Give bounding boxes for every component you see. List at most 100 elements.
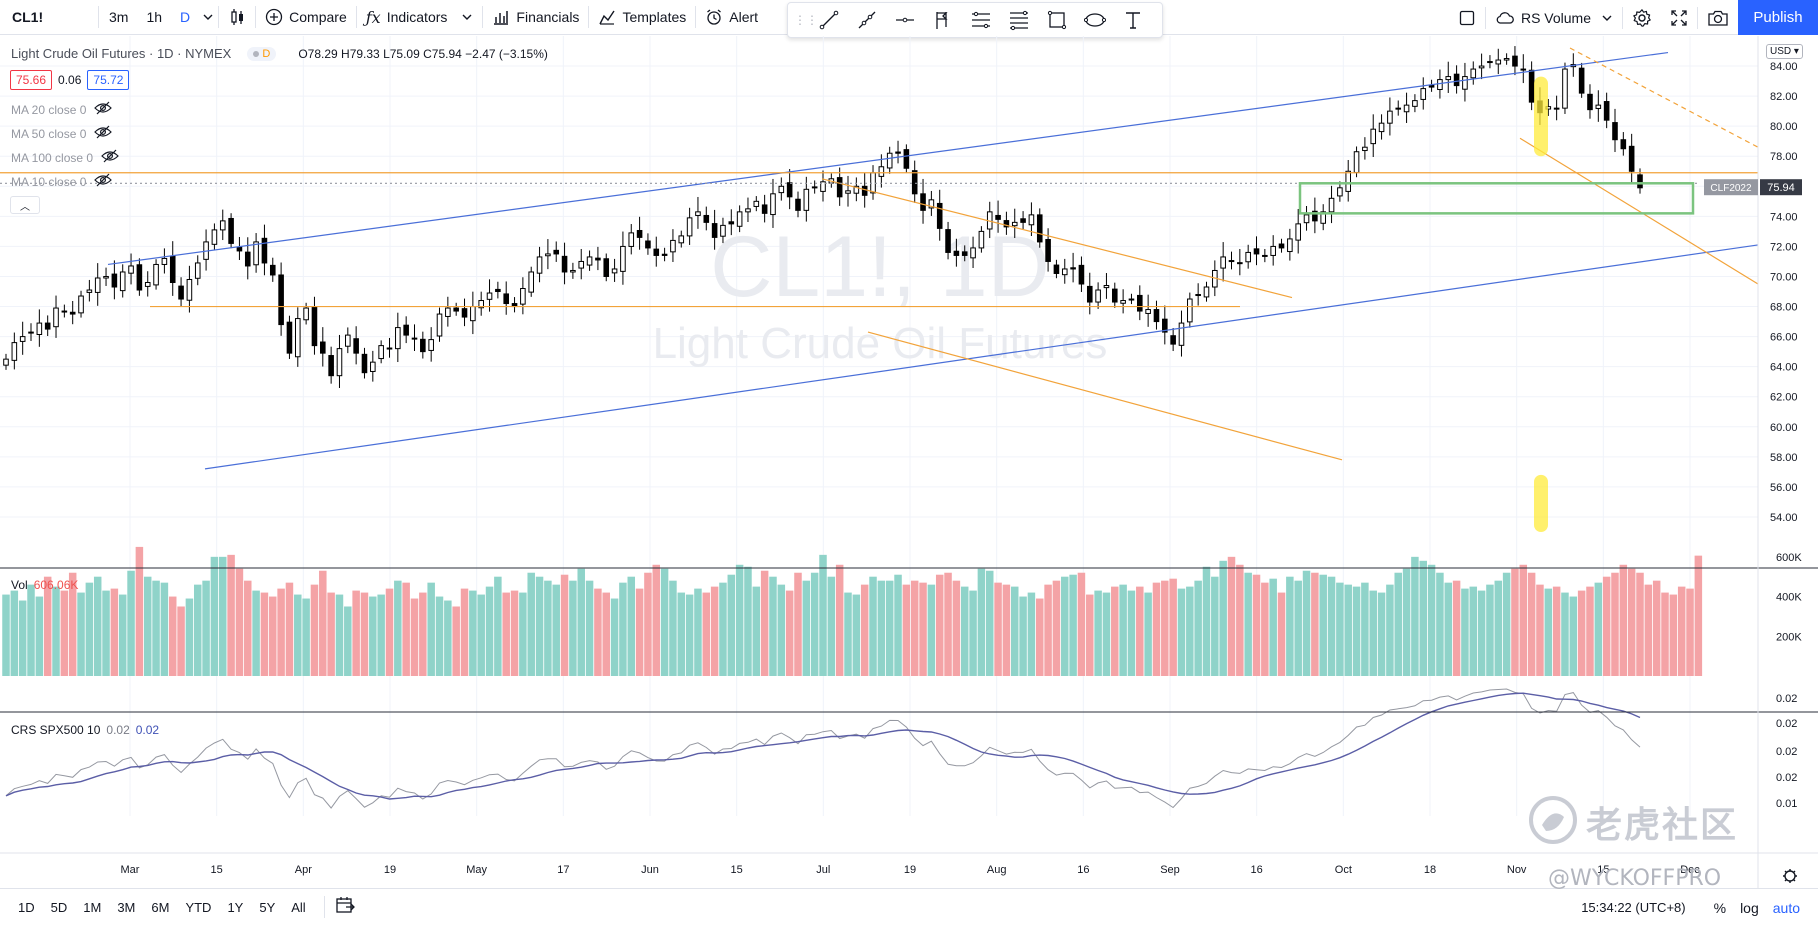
volume-label: Vol: [11, 578, 28, 592]
chart-canvas[interactable]: CL1!, 1D Light Crude Oil Futures 84.00 82…: [0, 36, 1818, 888]
range-all[interactable]: All: [291, 899, 306, 915]
candle-down: [636, 229, 643, 238]
candle-up: [470, 306, 476, 322]
alert-button[interactable]: Alert: [696, 0, 767, 35]
range-ytd[interactable]: YTD: [185, 899, 212, 915]
chevron-down-icon[interactable]: [202, 11, 214, 23]
price-tick-label: 68.00: [1770, 302, 1798, 314]
interval-1h[interactable]: 1h: [146, 9, 163, 25]
candle-down: [553, 249, 560, 255]
goto-date-button[interactable]: [335, 896, 355, 919]
indicators-button[interactable]: ƒx Indicators: [357, 0, 483, 35]
eye-crossed-icon[interactable]: [94, 101, 113, 118]
financials-button[interactable]: Financials: [483, 0, 588, 35]
ray-tool[interactable]: [850, 5, 884, 35]
chart-grid: [0, 36, 1758, 816]
candle-down: [261, 237, 268, 264]
volume-bar-up: [1186, 586, 1194, 676]
settings-button[interactable]: [1623, 0, 1661, 35]
toolbar-divider: [695, 6, 697, 28]
drag-handle-icon[interactable]: ⋮⋮: [794, 13, 818, 27]
log-toggle[interactable]: log: [1740, 899, 1759, 916]
fullscreen-button[interactable]: [1661, 0, 1697, 35]
chevron-down-icon[interactable]: [461, 11, 473, 23]
candle-down: [1603, 101, 1610, 121]
volume-bar-up: [1461, 588, 1469, 676]
main-legend[interactable]: Light Crude Oil Futures · 1D · NYMEX D O…: [11, 46, 548, 61]
ma-legend-item[interactable]: MA 50 close 0: [11, 125, 113, 142]
rs-volume-button[interactable]: RS Volume: [1486, 0, 1622, 35]
rectangle-tool[interactable]: [1040, 5, 1074, 35]
crs-axis[interactable]: 0.02 0.02 0.02 0.02 0.01: [1776, 693, 1797, 810]
chart-type-button[interactable]: [219, 0, 255, 35]
publish-button[interactable]: Publish: [1738, 0, 1818, 35]
contract-label-box: [1704, 179, 1758, 196]
volume-legend[interactable]: Vol 606.06K: [11, 578, 78, 592]
candle-down: [244, 251, 251, 267]
crs-legend[interactable]: CRS SPX500 10 0.02 0.02: [11, 723, 159, 737]
volume-bar-up: [852, 594, 861, 676]
eye-crossed-icon[interactable]: [94, 173, 113, 190]
ma-legend-item[interactable]: MA 100 close 0: [11, 149, 119, 166]
layout-button[interactable]: [1449, 0, 1485, 35]
range-1y[interactable]: 1Y: [227, 899, 244, 915]
trend-line-tool[interactable]: [812, 5, 846, 35]
chevron-down-icon[interactable]: [1601, 12, 1613, 24]
volume-value: 606.06K: [33, 578, 79, 592]
percent-toggle[interactable]: %: [1713, 899, 1727, 916]
channel-upper-line: [107, 51, 1669, 266]
candle-down: [403, 324, 409, 336]
series-title[interactable]: Light Crude Oil Futures · 1D · NYMEX: [11, 46, 232, 61]
candle-up: [119, 271, 126, 292]
market-status-badge[interactable]: D: [247, 46, 277, 61]
volume-bar-down: [1527, 572, 1536, 676]
horizontal-line-tool[interactable]: [888, 5, 922, 35]
eye-crossed-icon[interactable]: [94, 125, 113, 142]
range-5y[interactable]: 5Y: [259, 899, 276, 915]
snapshot-button[interactable]: [1698, 0, 1738, 35]
range-1m[interactable]: 1M: [83, 899, 102, 915]
templates-button[interactable]: Templates: [589, 0, 695, 35]
volume-bar-down: [1161, 580, 1169, 676]
alarm-clock-icon: [705, 8, 723, 26]
symbol-search-button[interactable]: CL1!: [12, 9, 44, 25]
volume-bar-up: [252, 590, 260, 676]
auto-toggle[interactable]: auto: [1772, 899, 1800, 916]
volume-axis[interactable]: 600K 400K 200K: [1776, 552, 1802, 643]
crs-average-line: [5, 692, 1641, 800]
fib-tool[interactable]: [1002, 5, 1036, 35]
range-1d[interactable]: 1D: [18, 899, 35, 915]
ellipse-tool[interactable]: [1078, 5, 1112, 35]
crs-tick-label: 0.02: [1776, 693, 1797, 705]
interval-3m[interactable]: 3m: [109, 9, 129, 25]
volume-bar-down: [244, 580, 252, 676]
candle-up: [678, 235, 685, 244]
range-3m[interactable]: 3M: [117, 899, 136, 915]
collapse-legend-button[interactable]: ︿: [10, 196, 40, 214]
axis-settings-button[interactable]: [1783, 869, 1797, 883]
range-5d[interactable]: 5D: [50, 899, 68, 915]
candle-down: [353, 338, 359, 354]
bid-price[interactable]: 75.66: [10, 70, 53, 90]
eye-crossed-icon[interactable]: [101, 149, 119, 166]
ma-legend-item[interactable]: MA 20 close 0: [11, 101, 113, 118]
ask-price[interactable]: 75.72: [87, 70, 130, 90]
volume-bar-down: [1627, 568, 1636, 676]
compare-button[interactable]: Compare: [256, 0, 356, 35]
parallel-channel-tool[interactable]: [964, 5, 998, 35]
volume-bar-up: [469, 590, 477, 676]
clock-label[interactable]: 15:34:22 (UTC+8): [1581, 900, 1686, 915]
candle-up: [1562, 68, 1568, 109]
flag-tool[interactable]: [926, 5, 960, 35]
volume-bar-up: [1352, 586, 1361, 676]
text-tool[interactable]: [1116, 5, 1150, 35]
ma-legend-item[interactable]: MA 10 close 0: [11, 173, 113, 190]
price-axis[interactable]: 84.0082.0080.0078.0076.0074.0072.0070.00…: [1770, 61, 1798, 524]
time-axis[interactable]: Mar 15 Apr 19 May 17 Jun 15 Jul 19 Aug 16 Sep 16 Oct 18…: [121, 864, 1701, 876]
range-6m[interactable]: 6M: [151, 899, 170, 915]
crs-value-2: 0.02: [135, 723, 160, 737]
currency-button[interactable]: USD ▾: [1766, 44, 1803, 59]
volume-bar-up: [660, 568, 669, 676]
volume-bar-up: [118, 594, 127, 676]
interval-d[interactable]: D: [180, 9, 191, 25]
